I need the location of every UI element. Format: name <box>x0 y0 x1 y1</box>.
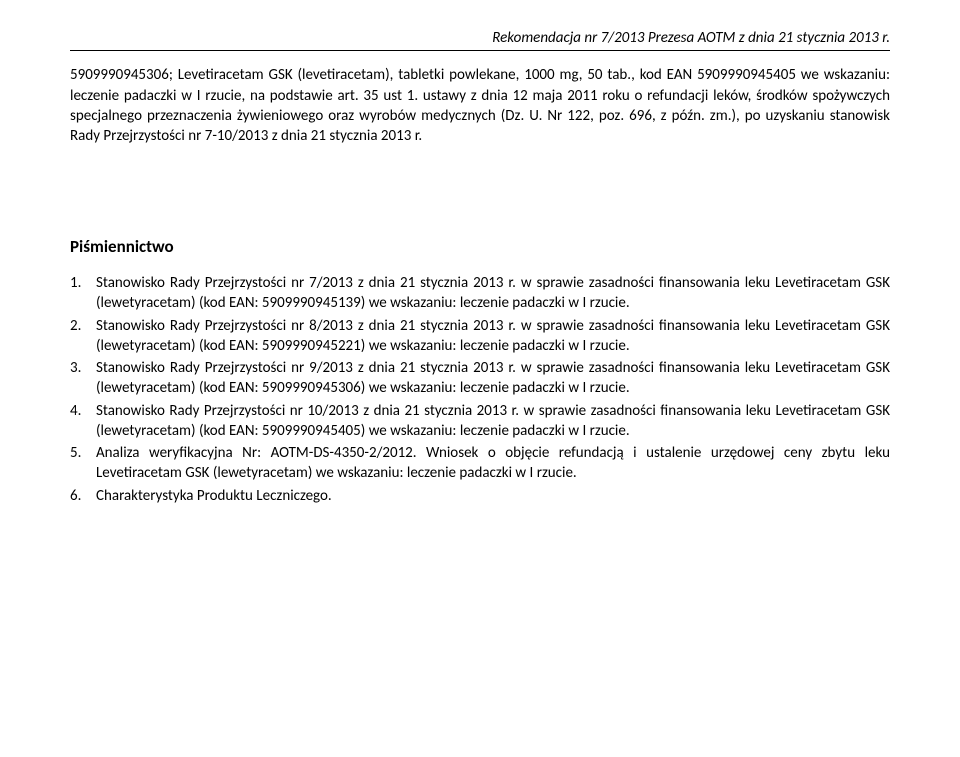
references-list: 1. Stanowisko Rady Przejrzystości nr 7/2… <box>70 273 890 506</box>
reference-item: 4. Stanowisko Rady Przejrzystości nr 10/… <box>96 401 890 442</box>
reference-text: Stanowisko Rady Przejrzystości nr 7/2013… <box>96 274 890 312</box>
reference-item: 1. Stanowisko Rady Przejrzystości nr 7/2… <box>96 273 890 314</box>
reference-number: 6. <box>70 486 92 506</box>
reference-number: 3. <box>70 358 92 378</box>
reference-text: Stanowisko Rady Przejrzystości nr 8/2013… <box>96 317 890 355</box>
reference-text: Stanowisko Rady Przejrzystości nr 9/2013… <box>96 359 890 397</box>
reference-number: 1. <box>70 273 92 293</box>
header-divider <box>70 50 890 51</box>
reference-item: 2. Stanowisko Rady Przejrzystości nr 8/2… <box>96 316 890 357</box>
reference-item: 5. Analiza weryfikacyjna Nr: AOTM-DS-435… <box>96 443 890 484</box>
reference-item: 6. Charakterystyka Produktu Leczniczego. <box>96 486 890 506</box>
reference-number: 5. <box>70 443 92 463</box>
reference-text: Charakterystyka Produktu Leczniczego. <box>96 487 332 505</box>
references-title: Piśmiennictwo <box>70 236 890 259</box>
reference-text: Analiza weryfikacyjna Nr: AOTM-DS-4350-2… <box>96 444 890 482</box>
reference-number: 2. <box>70 316 92 336</box>
reference-number: 4. <box>70 401 92 421</box>
reference-item: 3. Stanowisko Rady Przejrzystości nr 9/2… <box>96 358 890 399</box>
reference-text: Stanowisko Rady Przejrzystości nr 10/201… <box>96 402 890 440</box>
page-header: Rekomendacja nr 7/2013 Prezesa AOTM z dn… <box>70 28 890 48</box>
body-paragraph: 5909990945306; Levetiracetam GSK (leveti… <box>70 65 890 146</box>
